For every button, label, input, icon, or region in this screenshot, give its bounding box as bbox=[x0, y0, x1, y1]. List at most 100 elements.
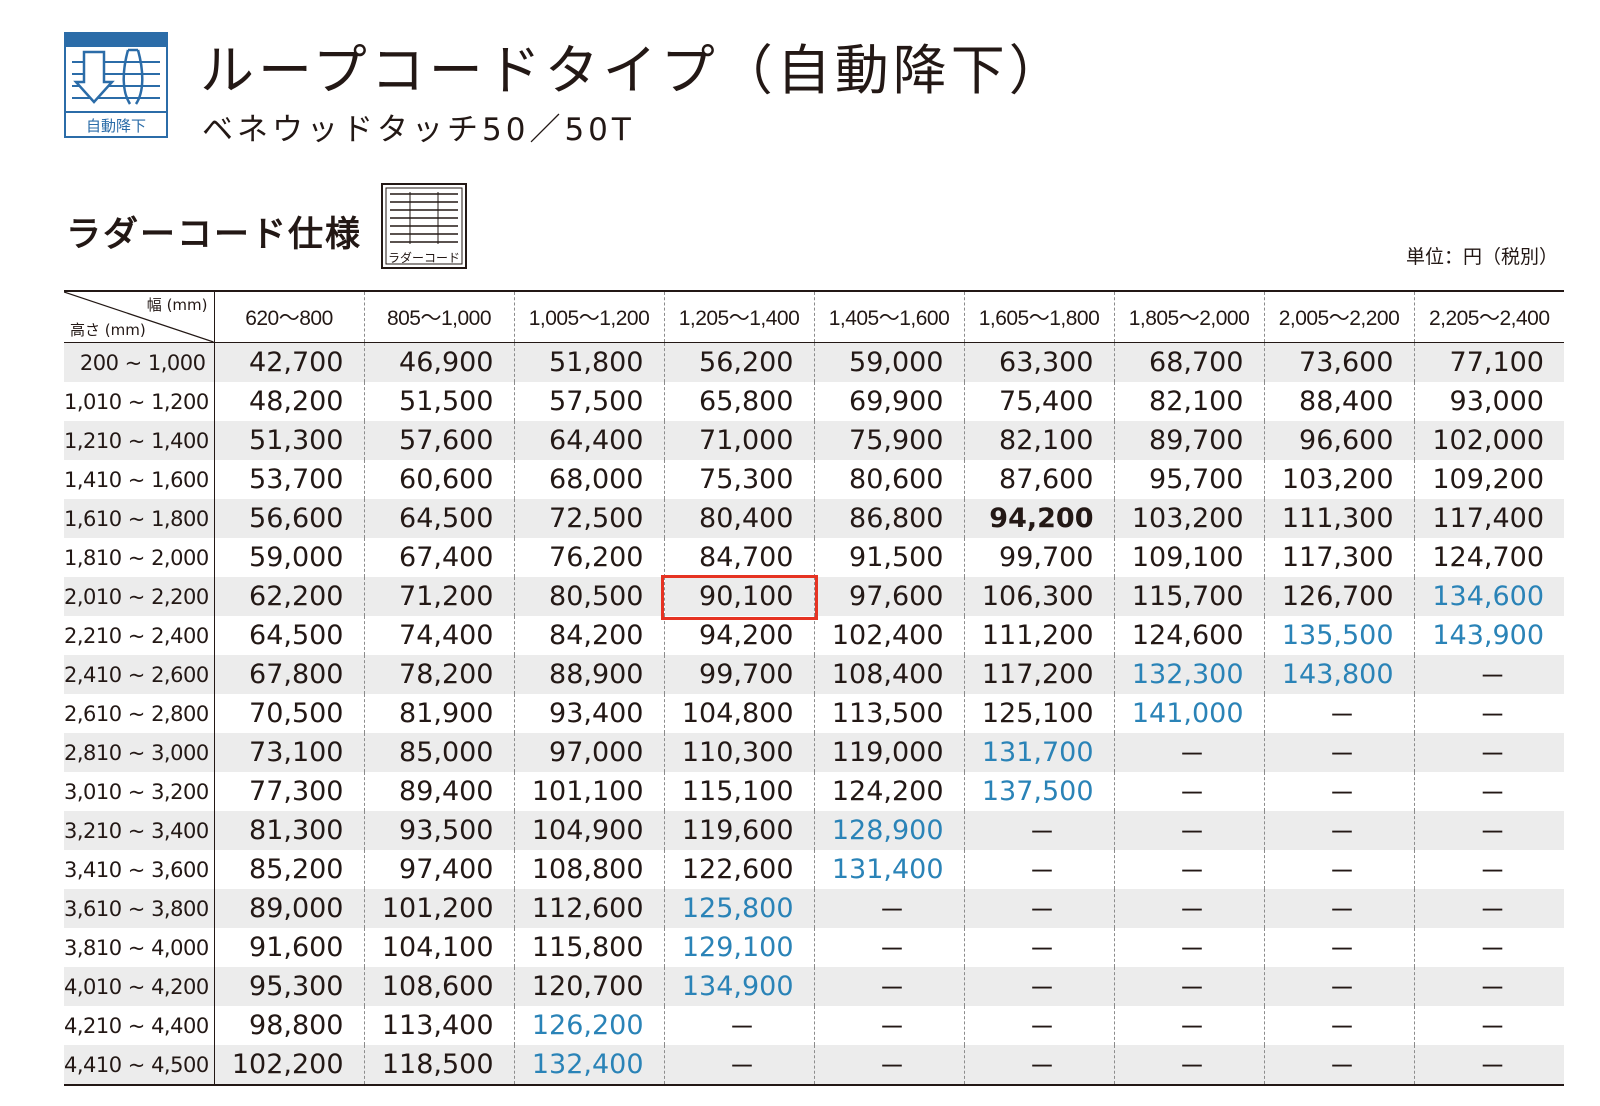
width-axis-label: 幅 (mm) bbox=[146, 296, 208, 314]
price-cell: － bbox=[813, 889, 964, 928]
price-cell: － bbox=[1263, 772, 1414, 811]
price-cell: 103,200 bbox=[1263, 460, 1414, 499]
price-cell: 73,600 bbox=[1263, 342, 1414, 382]
price-cell: 124,700 bbox=[1413, 538, 1564, 577]
price-cell: － bbox=[1113, 967, 1264, 1006]
auto-lowering-icon: 自動降下 bbox=[64, 32, 168, 138]
price-cell: 125,800 bbox=[663, 889, 814, 928]
price-cell: 95,700 bbox=[1113, 460, 1264, 499]
price-cell: 103,200 bbox=[1113, 499, 1264, 538]
table-corner: 幅 (mm) 高さ (mm) bbox=[64, 291, 215, 343]
price-cell: 141,000 bbox=[1113, 694, 1264, 733]
price-cell: 97,400 bbox=[363, 850, 514, 889]
price-cell: 51,500 bbox=[363, 382, 514, 421]
price-cell: － bbox=[1413, 1006, 1564, 1045]
table-header-row: 幅 (mm) 高さ (mm) 620～800 805～1,000 1,005～1,2… bbox=[64, 291, 1564, 343]
table-row: 3,010 ~ 3,200 77,300 89,400 101,100 115,100 1… bbox=[64, 772, 1564, 811]
price-cell: 111,200 bbox=[963, 616, 1114, 655]
column-header: 1,405～1,600 bbox=[813, 291, 964, 343]
row-header: 3,810 ~ 4,000 bbox=[64, 928, 215, 967]
price-cell: － bbox=[813, 1045, 964, 1085]
price-cell: 71,200 bbox=[363, 577, 514, 616]
section-title: ラダーコード仕様 bbox=[66, 215, 363, 255]
row-header: 2,010 ~ 2,200 bbox=[64, 577, 215, 616]
price-cell: 128,900 bbox=[813, 811, 964, 850]
price-cell: 93,000 bbox=[1413, 382, 1564, 421]
price-cell: － bbox=[1413, 967, 1564, 1006]
row-header: 2,410 ~ 2,600 bbox=[64, 655, 215, 694]
price-cell: － bbox=[1113, 733, 1264, 772]
price-cell: － bbox=[1413, 772, 1564, 811]
price-cell: － bbox=[1113, 928, 1264, 967]
page-subtitle: ベネウッドタッチ50／50T bbox=[202, 112, 635, 148]
price-cell: 59,000 bbox=[813, 342, 964, 382]
column-header: 1,805～2,000 bbox=[1113, 291, 1264, 343]
price-cell: 120,700 bbox=[513, 967, 664, 1006]
price-cell: 82,100 bbox=[963, 421, 1114, 460]
price-cell: 115,100 bbox=[663, 772, 814, 811]
row-header: 1,610 ~ 1,800 bbox=[64, 499, 215, 538]
price-cell: 132,300 bbox=[1113, 655, 1264, 694]
price-cell: 48,200 bbox=[249, 386, 344, 417]
price-cell: 129,100 bbox=[663, 928, 814, 967]
price-cell: 64,500 bbox=[363, 499, 514, 538]
price-cell: － bbox=[1263, 889, 1414, 928]
price-cell: 112,600 bbox=[513, 889, 664, 928]
price-cell: 101,200 bbox=[363, 889, 514, 928]
price-cell: 113,500 bbox=[813, 694, 964, 733]
price-cell: 97,600 bbox=[813, 577, 964, 616]
price-cell: 82,100 bbox=[1113, 382, 1264, 421]
price-cell: 51,800 bbox=[513, 342, 664, 382]
table-row: 2,210 ~ 2,400 64,500 74,400 84,200 94,200 102… bbox=[64, 616, 1564, 655]
price-cell: 65,800 bbox=[663, 382, 814, 421]
price-cell: 91,500 bbox=[813, 538, 964, 577]
price-cell: 124,200 bbox=[813, 772, 964, 811]
price-cell: － bbox=[963, 1045, 1114, 1085]
price-cell: － bbox=[1413, 655, 1564, 694]
price-cell: 81,300 bbox=[214, 811, 364, 850]
price-cell: 94,200 bbox=[963, 499, 1114, 538]
table-row: 3,410 ~ 3,600 85,200 97,400 108,800 122,600 1… bbox=[64, 850, 1564, 889]
price-cell: 89,700 bbox=[1113, 421, 1264, 460]
column-header: 620～800 bbox=[214, 291, 364, 343]
column-header: 1,205～1,400 bbox=[663, 291, 814, 343]
price-cell: － bbox=[1113, 811, 1264, 850]
price-cell: 87,600 bbox=[963, 460, 1114, 499]
ladder-cord-icon: ラダーコード bbox=[380, 182, 470, 272]
price-cell: 119,000 bbox=[813, 733, 964, 772]
row-header: 3,210 ~ 3,400 bbox=[64, 811, 215, 850]
price-cell: 75,900 bbox=[813, 421, 964, 460]
table-row: 4,010 ~ 4,200 95,300 108,600 120,700 134,900… bbox=[64, 967, 1564, 1006]
price-cell: － bbox=[963, 850, 1114, 889]
price-cell: 57,500 bbox=[513, 382, 664, 421]
height-axis-label: 高さ (mm) bbox=[70, 321, 146, 339]
price-cell: 131,700 bbox=[963, 733, 1114, 772]
row-header: 4,410 ~ 4,500 bbox=[64, 1045, 215, 1085]
price-cell: 88,400 bbox=[1263, 382, 1414, 421]
price-cell: 117,300 bbox=[1263, 538, 1414, 577]
price-cell: 122,600 bbox=[663, 850, 814, 889]
price-cell: 131,400 bbox=[813, 850, 964, 889]
price-cell: 78,200 bbox=[363, 655, 514, 694]
table-row: 1,010 ~ 1,200 48,200 51,500 57,500 65,800 69,… bbox=[64, 382, 1564, 421]
price-cell: 73,100 bbox=[214, 733, 364, 772]
price-cell: 117,400 bbox=[1413, 499, 1564, 538]
table-row: 3,810 ~ 4,000 91,600 104,100 115,800 129,100… bbox=[64, 928, 1564, 967]
price-cell: 90,100 bbox=[661, 575, 818, 620]
row-header: 2,610 ~ 2,800 bbox=[64, 694, 215, 733]
price-cell: 108,800 bbox=[513, 850, 664, 889]
price-cell: 57,600 bbox=[363, 421, 514, 460]
table-body: 200 ~ 1,000 42,700 46,900 51,800 56,200 59,00… bbox=[64, 342, 1564, 1085]
table-row: 2,410 ~ 2,600 67,800 78,200 88,900 99,700 108… bbox=[64, 655, 1564, 694]
table-row: 200 ~ 1,000 42,700 46,900 51,800 56,200 59,00… bbox=[64, 342, 1564, 382]
page-title: ループコードタイプ（自動降下） bbox=[200, 39, 1067, 102]
price-cell: － bbox=[1113, 850, 1264, 889]
price-cell: － bbox=[1113, 889, 1264, 928]
price-cell: 115,700 bbox=[1113, 577, 1264, 616]
price-cell: 69,900 bbox=[813, 382, 964, 421]
price-cell: 143,800 bbox=[1263, 655, 1414, 694]
price-cell: 84,200 bbox=[513, 616, 664, 655]
price-cell: － bbox=[963, 928, 1114, 967]
column-header: 805～1,000 bbox=[363, 291, 514, 343]
price-cell: 42,700 bbox=[214, 342, 364, 382]
